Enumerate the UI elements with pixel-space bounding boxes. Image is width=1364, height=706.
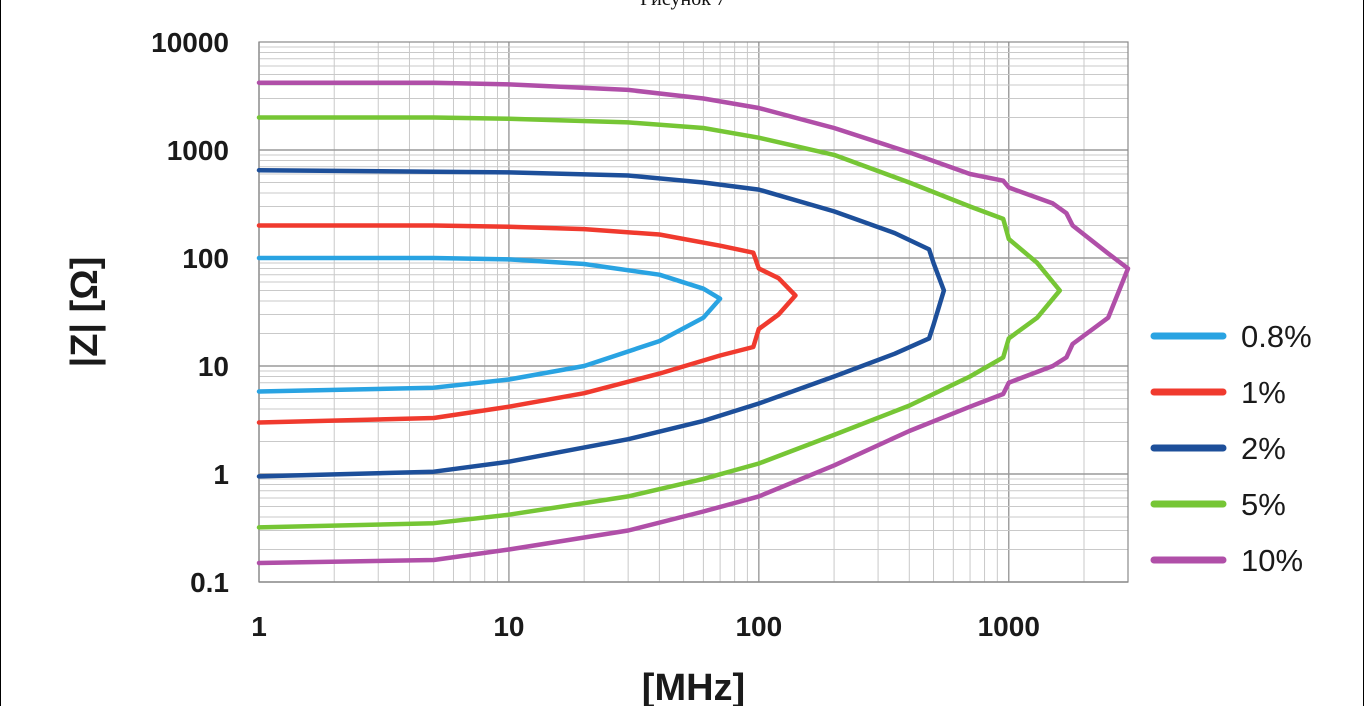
legend-label-2: 2% (1241, 431, 1286, 466)
y-tick-label-0: 0.1 (190, 567, 229, 598)
series-line-3 (256, 115, 1063, 530)
y-tick-label-4: 1000 (167, 135, 229, 166)
legend-label-3: 5% (1241, 487, 1286, 522)
plot-border (258, 41, 1129, 583)
x-tick-labels: 1 10 100 1000 (251, 611, 1040, 642)
plot-grid (258, 42, 1129, 583)
y-axis-title: |Z| [Ω] (64, 257, 106, 368)
series-line-1 (256, 223, 798, 425)
series-line-2 (256, 167, 947, 479)
y-tick-labels: 0.1 1 10 100 1000 10000 (151, 27, 229, 598)
y-tick-label-1: 1 (213, 459, 229, 490)
x-tick-label-2: 100 (735, 611, 782, 642)
y-tick-label-5: 10000 (151, 27, 229, 58)
figure-caption: Рисунок 7 (1, 0, 1364, 11)
series-curves (256, 80, 1131, 566)
chart-legend: 0.8% 1% 2% 5% 10% (1150, 319, 1312, 578)
series-line-0 (256, 255, 723, 394)
y-tick-label-2: 10 (198, 351, 229, 382)
x-tick-label-0: 1 (251, 611, 267, 642)
x-tick-label-3: 1000 (978, 611, 1040, 642)
y-tick-label-3: 100 (182, 243, 229, 274)
x-axis-title: [MHz] (642, 667, 745, 706)
series-line-4 (256, 80, 1131, 566)
legend-label-1: 1% (1241, 375, 1286, 410)
legend-label-0: 0.8% (1241, 319, 1312, 354)
legend-label-4: 10% (1241, 543, 1303, 578)
x-tick-label-1: 10 (493, 611, 524, 642)
